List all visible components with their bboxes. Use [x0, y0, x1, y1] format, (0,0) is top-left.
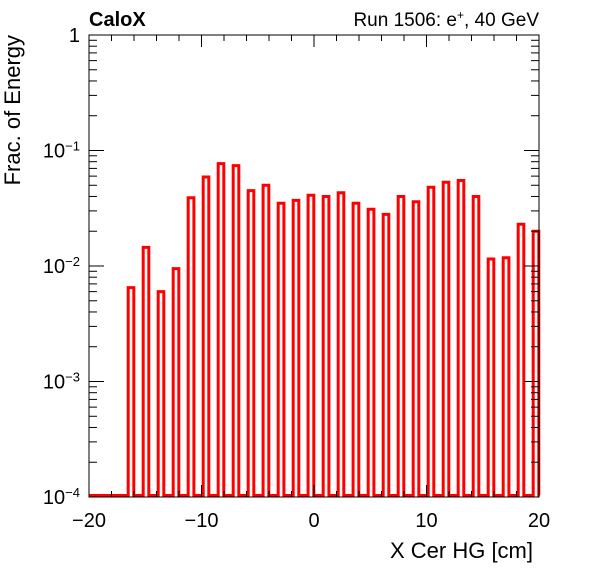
chart-title-right: Run 1506: e+, 40 GeV	[353, 8, 539, 31]
y-tick-label: 10−3	[43, 369, 80, 394]
y-tick-exponent: −2	[65, 254, 80, 269]
y-axis-ticks: 10−410−310−210−11	[43, 25, 539, 509]
y-tick-exponent: −1	[65, 138, 80, 153]
y-tick-label: 10−2	[43, 254, 80, 279]
y-axis-label: Frac. of Energy	[0, 35, 25, 185]
y-tick-exponent: −3	[65, 369, 80, 384]
y-tick-label: 1	[69, 25, 80, 47]
x-tick-label: 20	[528, 510, 550, 532]
x-tick-label: −20	[72, 510, 106, 532]
y-tick-base: 1	[69, 25, 80, 47]
x-axis-label: X Cer HG [cm]	[390, 538, 533, 563]
y-tick-label: 10−1	[43, 138, 80, 163]
y-tick-exponent: −4	[65, 485, 80, 500]
x-tick-label: 0	[308, 510, 319, 532]
chart-title-right-sup: +	[457, 8, 464, 22]
chart-title-right-suffix: , 40 GeV	[464, 10, 539, 31]
y-tick-base: 10	[43, 256, 65, 278]
x-tick-label: −10	[185, 510, 219, 532]
x-tick-label: 10	[415, 510, 437, 532]
histogram-bars	[128, 164, 539, 497]
y-tick-base: 10	[43, 141, 65, 163]
y-tick-base: 10	[43, 487, 65, 509]
x-axis-ticks: −20 −10 0 10 20	[72, 35, 550, 532]
chart-title-right-main: Run 1506: e	[353, 10, 457, 31]
histogram-line	[89, 162, 541, 497]
chart-title-left: CaloX	[89, 9, 146, 31]
y-tick-base: 10	[43, 372, 65, 394]
y-tick-label: 10−4	[43, 485, 80, 510]
